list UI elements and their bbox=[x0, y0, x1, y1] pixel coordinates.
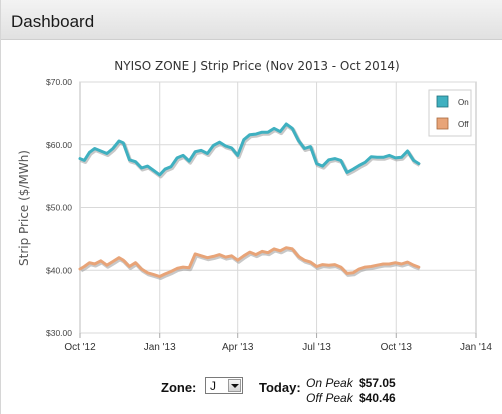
off-peak-value: $40.46 bbox=[359, 391, 396, 405]
zone-select-value: J bbox=[210, 379, 216, 393]
grid bbox=[80, 81, 476, 334]
legend-label-on[interactable]: On bbox=[458, 98, 469, 107]
panel-title: Dashboard bbox=[11, 12, 95, 31]
zone-label: Zone: bbox=[161, 380, 197, 395]
x-tick-label: Oct '12 bbox=[64, 342, 96, 353]
legend-label-off[interactable]: Off bbox=[458, 120, 469, 129]
y-tick-label: $60.00 bbox=[46, 140, 72, 150]
strip-price-chart: NYISO ZONE J Strip Price (Nov 2013 - Oct… bbox=[17, 59, 492, 353]
y-tick-label: $70.00 bbox=[46, 77, 72, 87]
y-tick-label: $40.00 bbox=[46, 265, 72, 275]
y-axis-ticks: $70.00 $60.00 $50.00 $40.00 $30.00 bbox=[46, 77, 72, 338]
on-peak-label: On Peak bbox=[306, 376, 353, 390]
panel-header: Dashboard bbox=[1, 0, 502, 40]
x-tick-label: Jul '13 bbox=[302, 342, 331, 353]
off-peak-label: Off Peak bbox=[306, 391, 353, 405]
series-line-on[interactable] bbox=[78, 122, 421, 177]
x-tick-label: Oct '13 bbox=[381, 342, 413, 353]
legend-swatch-on[interactable] bbox=[436, 95, 449, 108]
y-axis-label: Strip Price ($/MWh) bbox=[17, 150, 31, 266]
x-axis-ticks: Oct '12 Jan '13 Apr '13 Jul '13 Oct '13 Jan '… bbox=[64, 333, 492, 353]
chevron-down-icon[interactable] bbox=[228, 379, 241, 392]
controls-bar: Zone: J Today: On Peak $57.05 Off Peak $… bbox=[1, 372, 502, 412]
on-peak-value: $57.05 bbox=[359, 376, 396, 390]
chart-title: NYISO ZONE J Strip Price (Nov 2013 - Oct… bbox=[114, 59, 399, 73]
legend-box bbox=[428, 89, 472, 137]
x-tick-label: Apr '13 bbox=[222, 342, 254, 353]
y-tick-label: $30.00 bbox=[46, 328, 72, 338]
x-tick-label: Jan '14 bbox=[460, 342, 492, 353]
legend: On Off bbox=[428, 89, 472, 137]
x-tick-label: Jan '13 bbox=[144, 342, 176, 353]
series-line-off[interactable] bbox=[78, 246, 421, 278]
series-lines bbox=[78, 122, 421, 280]
y-tick-label: $50.00 bbox=[46, 203, 72, 213]
today-label: Today: bbox=[259, 380, 301, 395]
zone-select[interactable]: J bbox=[205, 377, 243, 394]
legend-swatch-off[interactable] bbox=[436, 117, 449, 130]
series-shadow-off bbox=[79, 247, 421, 280]
